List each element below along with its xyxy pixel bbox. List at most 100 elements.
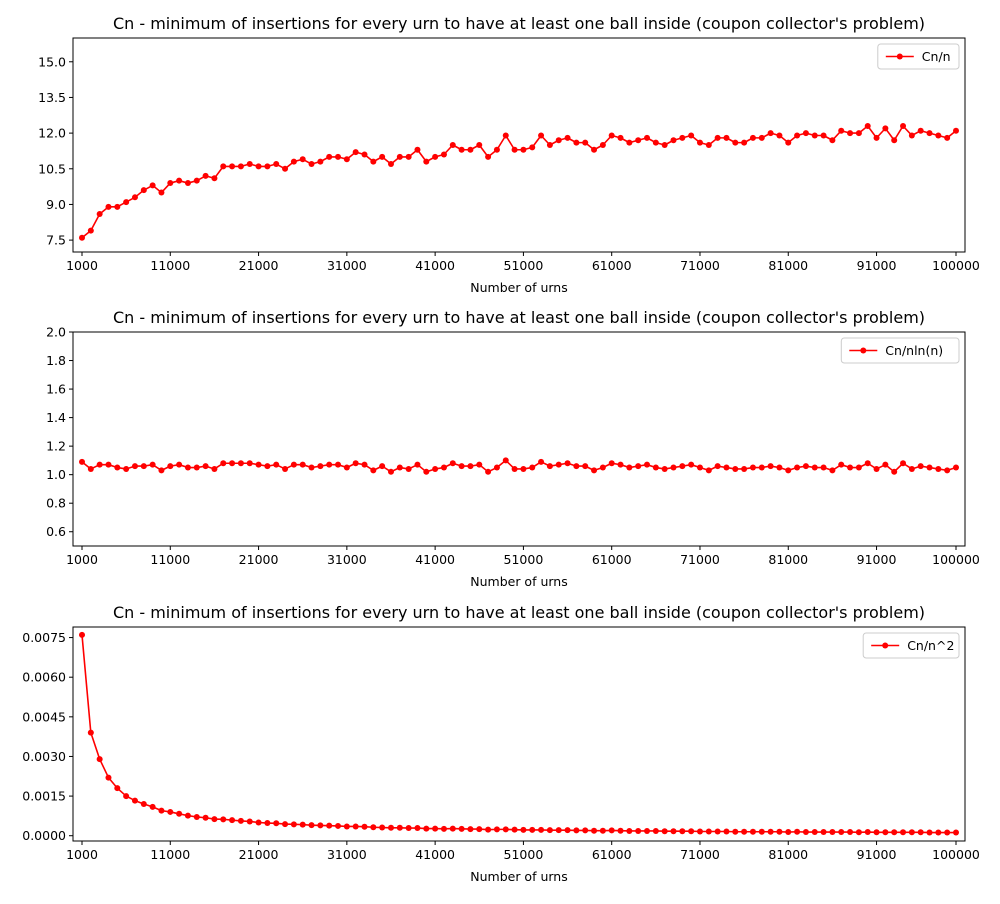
- data-point: [273, 461, 280, 468]
- data-point: [741, 828, 748, 835]
- data-point: [79, 234, 85, 241]
- data-point: [661, 465, 668, 472]
- data-point: [485, 826, 492, 833]
- data-point: [900, 829, 907, 836]
- x-tick-label: 41000: [415, 847, 455, 862]
- data-point: [926, 130, 933, 137]
- x-tick-label: 41000: [415, 258, 455, 273]
- data-point: [538, 132, 545, 139]
- data-point: [696, 828, 703, 835]
- x-tick-label: 61000: [592, 552, 632, 567]
- data-point: [538, 826, 545, 833]
- data-point: [767, 828, 774, 835]
- data-point: [458, 825, 465, 832]
- x-tick-label: 71000: [680, 552, 720, 567]
- data-point: [617, 827, 624, 834]
- series-line: [81, 459, 957, 473]
- data-point: [891, 829, 898, 836]
- data-point: [440, 825, 447, 832]
- data-point: [167, 463, 174, 470]
- data-point: [696, 464, 703, 471]
- y-tick-label: 1.0: [46, 467, 66, 482]
- data-point: [652, 139, 659, 146]
- data-point: [264, 463, 271, 470]
- data-point: [317, 822, 324, 829]
- data-point: [520, 146, 527, 153]
- x-tick-label: 31000: [327, 552, 367, 567]
- data-point: [864, 460, 871, 467]
- data-point: [405, 465, 412, 472]
- plot-frame: [72, 37, 966, 253]
- legend-label: Cn/n^2: [907, 638, 954, 653]
- data-point: [626, 139, 633, 146]
- data-point: [308, 161, 315, 168]
- data-point: [591, 146, 598, 153]
- x-tick-label: 81000: [768, 552, 808, 567]
- data-point: [123, 793, 130, 800]
- data-point: [555, 827, 562, 834]
- x-tick-label: 100000: [932, 552, 980, 567]
- y-tick-label: 0.8: [46, 496, 66, 511]
- legend-label: Cn/n: [922, 49, 951, 64]
- data-point: [785, 829, 792, 836]
- x-tick-label: 11000: [150, 552, 190, 567]
- data-point: [290, 158, 297, 165]
- data-point: [732, 465, 739, 472]
- data-point: [273, 161, 280, 168]
- data-point: [140, 463, 147, 470]
- data-point: [96, 756, 103, 763]
- data-point: [149, 461, 156, 468]
- data-point: [502, 132, 509, 139]
- data-point: [591, 827, 598, 834]
- data-point: [944, 829, 951, 836]
- data-point: [661, 828, 668, 835]
- x-tick-label: 100000: [932, 847, 980, 862]
- x-tick-label: 71000: [680, 258, 720, 273]
- data-point: [749, 134, 756, 141]
- data-point: [317, 158, 324, 165]
- plot-frame: [72, 331, 966, 547]
- y-tick-label: 13.5: [38, 90, 66, 105]
- data-point: [326, 461, 333, 468]
- data-point: [873, 465, 880, 472]
- data-point: [352, 149, 359, 156]
- data-point: [255, 461, 262, 468]
- data-point: [829, 829, 836, 836]
- data-point: [820, 132, 827, 139]
- data-point: [423, 158, 430, 165]
- legend: Cn/n^2: [862, 632, 960, 659]
- data-point: [237, 817, 244, 824]
- x-tick-label: 91000: [857, 258, 897, 273]
- data-point: [211, 816, 218, 823]
- data-point: [352, 823, 359, 830]
- data-point: [564, 460, 571, 467]
- data-point: [493, 826, 500, 833]
- data-point: [308, 822, 315, 829]
- chart-title: Cn - minimum of insertions for every urn…: [113, 14, 925, 33]
- data-point: [908, 132, 915, 139]
- data-point: [211, 175, 218, 182]
- data-point: [635, 463, 642, 470]
- data-point: [493, 464, 500, 471]
- data-point: [776, 828, 783, 835]
- x-tick-label: 21000: [239, 258, 279, 273]
- data-point: [617, 134, 624, 141]
- data-point: [176, 461, 183, 468]
- data-point: [299, 156, 306, 163]
- data-point: [785, 139, 792, 146]
- data-point: [511, 146, 518, 153]
- data-point: [440, 151, 447, 158]
- data-point: [635, 827, 642, 834]
- data-point: [476, 826, 483, 833]
- data-point: [820, 464, 827, 471]
- data-point: [608, 827, 615, 834]
- data-point: [379, 824, 386, 831]
- y-tick-label: 12.0: [38, 126, 66, 141]
- y-tick-label: 0.0075: [22, 630, 66, 645]
- chart-panel-2: Cn - minimum of insertions for every urn…: [46, 308, 980, 589]
- data-point: [396, 824, 403, 831]
- data-point: [855, 130, 862, 137]
- data-point: [811, 829, 818, 836]
- data-point: [908, 829, 915, 836]
- data-point: [670, 464, 677, 471]
